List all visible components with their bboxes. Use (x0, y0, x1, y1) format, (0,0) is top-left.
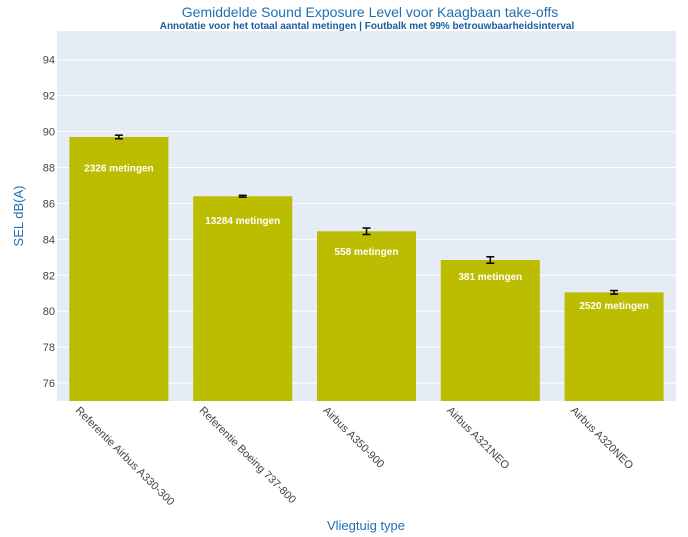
y-tick-label: 94 (43, 55, 55, 67)
y-tick-label: 80 (43, 306, 55, 318)
y-tick-label: 78 (43, 342, 55, 354)
bar (69, 136, 169, 401)
bar-annotation: 13284 metingen (205, 216, 280, 227)
y-tick-label: 86 (43, 198, 55, 210)
y-tick-label: 90 (43, 127, 55, 139)
bar (440, 260, 540, 401)
x-tick-label: Airbus A321NEO (444, 405, 512, 473)
bar-annotation: 2520 metingen (579, 301, 648, 312)
y-tick-label: 88 (43, 163, 55, 175)
y-axis-ticks: 76 78 80 82 84 86 88 90 92 94 (43, 55, 55, 390)
x-axis-title: Vliegtuig type (327, 518, 405, 533)
y-tick-label: 92 (43, 91, 55, 103)
bar-annotation: 381 metingen (458, 272, 522, 283)
bar (564, 292, 664, 401)
bar (316, 231, 417, 401)
chart-subtitle: Annotatie voor het totaal aantal metinge… (160, 21, 575, 32)
bar-annotation: 2326 metingen (84, 163, 153, 174)
x-axis-ticks: Referentie Airbus A330-300 Referentie Boe… (73, 405, 636, 509)
bars: 2326 metingen 13284 metingen 558 metingen 3… (69, 134, 664, 401)
y-tick-label: 76 (43, 378, 55, 390)
bar (193, 196, 293, 401)
x-tick-label: Airbus A320NEO (568, 405, 636, 473)
bar-annotation: 558 metingen (335, 247, 399, 258)
chart-title: Gemiddelde Sound Exposure Level voor Kaa… (182, 4, 558, 20)
y-tick-label: 84 (43, 234, 55, 246)
x-tick-label: Referentie Airbus A330-300 (73, 405, 177, 509)
y-axis-title: SEL dB(A) (11, 186, 26, 247)
x-tick-label: Referentie Boeing 737-800 (197, 405, 298, 506)
y-tick-label: 82 (43, 270, 55, 282)
x-tick-label: Airbus A350-900 (320, 405, 386, 471)
